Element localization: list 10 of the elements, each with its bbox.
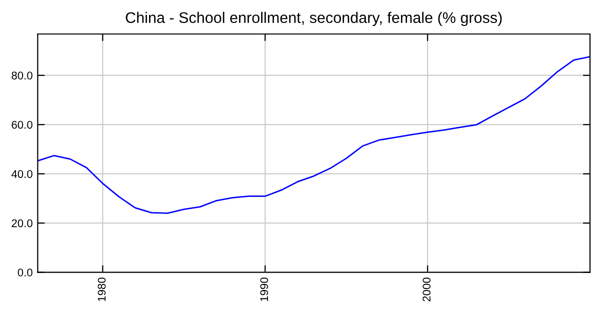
chart-title: China - School enrollment, secondary, female (% gross): [126, 12, 502, 26]
x-tick-label: 1980: [98, 278, 106, 302]
y-tick-label: 60.0: [12, 120, 32, 129]
x-tick-label: 2000: [422, 278, 431, 302]
y-tick-label: 0.0: [18, 268, 32, 276]
y-tick-label: 20.0: [12, 219, 32, 228]
line-series: [38, 56, 590, 214]
x-tick-label: 1990: [260, 278, 268, 302]
y-tick-label: 40.0: [11, 170, 32, 178]
y-tick-label: 80.0: [12, 72, 32, 80]
